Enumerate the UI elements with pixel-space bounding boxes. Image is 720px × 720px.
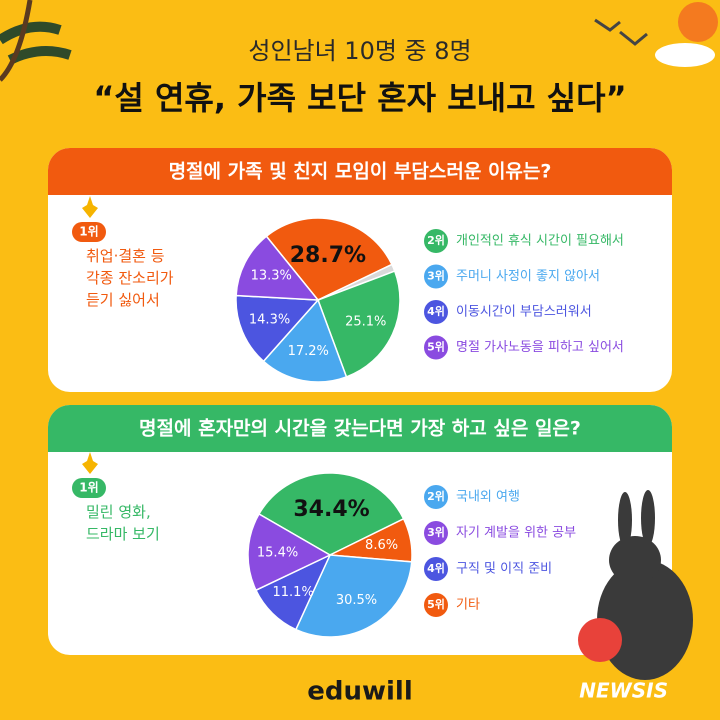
legend-rank: 5위: [427, 341, 445, 354]
rank-name: 밀린 영화, 드라마 보기: [86, 503, 160, 543]
legend-rank: 5위: [427, 598, 445, 611]
pie-slice: [235, 294, 320, 363]
pie-slice: [247, 512, 332, 592]
cloud: [655, 43, 715, 67]
legend-rank: 2위: [427, 490, 445, 503]
brand: eduwill: [307, 677, 413, 707]
pie-slice: [235, 235, 320, 301]
legend-rank: 2위: [427, 234, 445, 247]
legend-label: 기타: [456, 598, 480, 613]
legend-rank: 4위: [427, 562, 445, 575]
legend-badge: [424, 300, 448, 324]
panel-title: 명절에 가족 및 친지 모임이 부담스러운 이유는?: [169, 161, 552, 183]
legend-rank: 3위: [427, 526, 445, 539]
legend-badge: [424, 335, 448, 360]
pie-slice: [294, 554, 413, 638]
rank-badge: [72, 222, 106, 242]
legend-label: 주머니 사정이 좋지 않아서: [456, 269, 600, 284]
rank-label: 1위: [79, 481, 98, 495]
crown: [82, 196, 98, 218]
value-label: 14.3%: [249, 313, 290, 328]
legend-badge: [424, 521, 448, 545]
panel-title: 명절에 혼자만의 시간을 갖는다면 가장 하고 싶은 일은?: [139, 417, 581, 440]
legend-rank: 3위: [427, 270, 445, 283]
value-label: 25.1%: [345, 314, 386, 329]
pine-branch: [0, 0, 33, 82]
legend-label: 명절 가사노동을 피하고 싶어서: [456, 340, 624, 355]
pie-slice: [317, 270, 401, 378]
legend-badge: [424, 593, 448, 617]
crown: [82, 452, 98, 474]
rank-name: 취업·결혼 등 각종 잔소리가 듣기 싫어서: [86, 247, 174, 309]
value-label: 28.7%: [290, 243, 366, 268]
legend-label: 국내외 여행: [456, 489, 520, 505]
legend-rank: 4위: [427, 305, 445, 318]
rank-badge: [72, 478, 106, 498]
legend-label: 구직 및 이직 준비: [456, 562, 552, 577]
legend-badge: [424, 264, 448, 289]
headline: “설 연휴, 가족 보단 혼자 보내고 싶다”: [93, 79, 626, 117]
legend-badge: [424, 557, 448, 581]
panel-header: [48, 405, 672, 452]
source: NEWSIS: [579, 679, 668, 703]
pie-slice: [262, 298, 348, 383]
value-label: 13.3%: [251, 269, 292, 284]
value-label: 30.5%: [336, 593, 377, 608]
value-label: 17.2%: [288, 344, 329, 359]
rank-label: 1위: [79, 225, 98, 239]
legend-badge: [424, 485, 448, 509]
rabbit: [578, 490, 693, 680]
panel-header: [48, 148, 672, 195]
legend-label: 자기 계발을 위한 공부: [456, 526, 576, 541]
value-label: 15.4%: [257, 545, 298, 560]
value-label: 8.6%: [365, 538, 398, 553]
legend-label: 개인적인 휴식 시간이 필요해서: [456, 234, 624, 249]
value-label: 34.4%: [293, 497, 369, 522]
cranes: [594, 18, 648, 46]
legend-badge: [424, 229, 448, 253]
subtitle: 성인남녀 10명 중 8명: [248, 37, 471, 65]
legend-label: 이동시간이 부담스러워서: [456, 305, 592, 320]
value-label: 11.1%: [273, 585, 314, 600]
sun: [678, 2, 718, 42]
